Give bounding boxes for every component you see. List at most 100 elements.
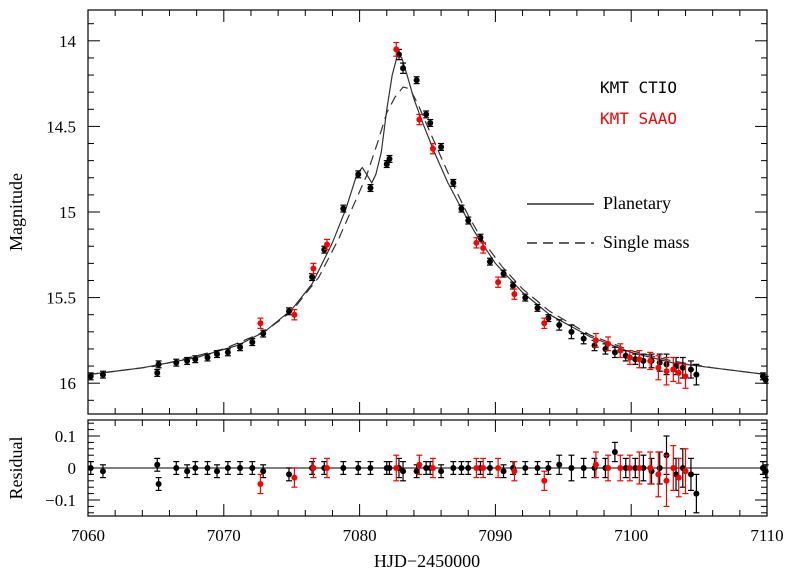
data-point — [155, 361, 162, 368]
magnitude-point-kmt-ctio — [173, 358, 180, 367]
magnitude-point-kmt-saao — [663, 356, 670, 386]
residual-tick-label: −0.1 — [45, 491, 76, 510]
residual-point-kmt-saao — [663, 454, 670, 507]
residual-point-kmt-saao — [416, 454, 423, 475]
data-point — [184, 468, 191, 475]
magnitude-point-kmt-saao — [592, 332, 599, 348]
magnitude-tick-label: 14 — [59, 32, 77, 51]
data-point — [611, 349, 618, 356]
magnitude-point-kmt-ctio — [568, 324, 575, 340]
data-point — [400, 65, 407, 72]
residual-point-kmt-saao — [429, 457, 436, 479]
data-point — [511, 291, 518, 298]
data-point — [224, 465, 231, 471]
magnitude-data-points — [87, 41, 769, 389]
magnitude-tick-label: 15.5 — [46, 289, 76, 308]
data-point — [173, 465, 180, 471]
magnitude-point-kmt-saao — [682, 363, 689, 389]
data-point — [568, 465, 575, 471]
residual-point-kmt-saao — [670, 445, 677, 491]
data-point — [249, 339, 256, 346]
data-point — [260, 330, 267, 337]
x-tick-label: 7100 — [614, 526, 648, 545]
magnitude-point-kmt-saao — [495, 276, 502, 288]
data-point — [693, 490, 700, 497]
magnitude-point-kmt-ctio — [155, 360, 162, 369]
data-point — [762, 468, 769, 475]
residual-point-kmt-ctio — [386, 461, 393, 475]
data-point — [393, 46, 400, 53]
magnitude-point-kmt-saao — [473, 237, 480, 249]
magnitude-point-kmt-ctio — [237, 343, 244, 352]
data-point — [477, 234, 484, 241]
magnitude-point-kmt-ctio — [355, 170, 362, 179]
data-point — [580, 335, 587, 342]
residual-point-kmt-ctio — [500, 464, 507, 479]
data-point — [480, 244, 487, 251]
residual-point-kmt-ctio — [458, 461, 465, 475]
data-point — [626, 354, 633, 361]
residual-point-kmt-saao — [617, 454, 624, 482]
data-point — [87, 465, 94, 471]
residual-point-kmt-ctio — [534, 461, 541, 475]
magnitude-point-kmt-ctio — [99, 370, 106, 379]
residual-point-kmt-ctio — [154, 457, 161, 472]
data-point — [184, 357, 191, 364]
data-point — [310, 265, 317, 272]
data-point — [545, 465, 552, 471]
data-point — [682, 373, 689, 380]
magnitude-point-kmt-ctio — [423, 110, 430, 119]
magnitude-point-kmt-ctio — [679, 356, 686, 379]
x-axis-ticks: 7060 7070 7080 7090 7100 7110 — [71, 10, 784, 545]
magnitude-point-kmt-saao — [291, 308, 298, 321]
data-point — [522, 465, 529, 471]
data-point — [438, 143, 445, 150]
magnitude-point-kmt-ctio — [367, 184, 374, 193]
data-point — [500, 270, 507, 277]
magnitude-point-kmt-ctio — [510, 281, 517, 290]
magnitude-point-kmt-saao — [675, 362, 682, 384]
data-point — [192, 356, 199, 363]
residual-point-kmt-saao — [647, 451, 654, 485]
magnitude-point-kmt-saao — [617, 343, 624, 359]
residual-point-kmt-ctio — [611, 441, 618, 463]
data-point — [693, 371, 700, 378]
data-point — [237, 465, 244, 471]
data-point — [655, 471, 662, 478]
magnitude-point-kmt-saao — [541, 317, 548, 330]
data-point — [762, 376, 769, 383]
residual-point-kmt-ctio — [355, 461, 362, 475]
data-point — [522, 294, 529, 301]
data-point — [500, 468, 507, 475]
magnitude-point-kmt-saao — [393, 41, 400, 57]
data-point — [541, 320, 548, 327]
magnitude-point-kmt-saao — [605, 336, 612, 352]
data-point — [429, 145, 436, 152]
magnitude-tick-label: 14.5 — [46, 117, 76, 136]
data-point — [486, 258, 493, 265]
magnitude-point-kmt-ctio — [224, 348, 231, 357]
magnitude-point-kmt-ctio — [249, 338, 256, 347]
magnitude-point-kmt-saao — [655, 355, 662, 381]
data-point — [647, 465, 654, 471]
data-point — [340, 205, 347, 212]
data-point — [450, 179, 457, 186]
residual-point-kmt-saao — [480, 457, 487, 479]
residual-point-kmt-saao — [257, 473, 264, 495]
residual-point-kmt-ctio — [693, 473, 700, 514]
data-point — [580, 465, 587, 471]
data-point — [675, 474, 682, 481]
magnitude-point-kmt-ctio — [285, 307, 292, 316]
data-point — [568, 328, 575, 335]
data-point — [260, 468, 267, 475]
residual-point-kmt-ctio — [762, 464, 769, 479]
residual-point-kmt-ctio — [438, 464, 445, 479]
magnitude-tick-label: 15 — [59, 203, 76, 222]
data-point — [324, 465, 331, 471]
data-point — [458, 465, 465, 471]
data-point — [224, 349, 231, 356]
magnitude-point-kmt-ctio — [400, 62, 407, 74]
data-point — [458, 205, 465, 212]
residual-data-points — [87, 435, 769, 514]
residual-point-kmt-ctio — [465, 461, 472, 475]
